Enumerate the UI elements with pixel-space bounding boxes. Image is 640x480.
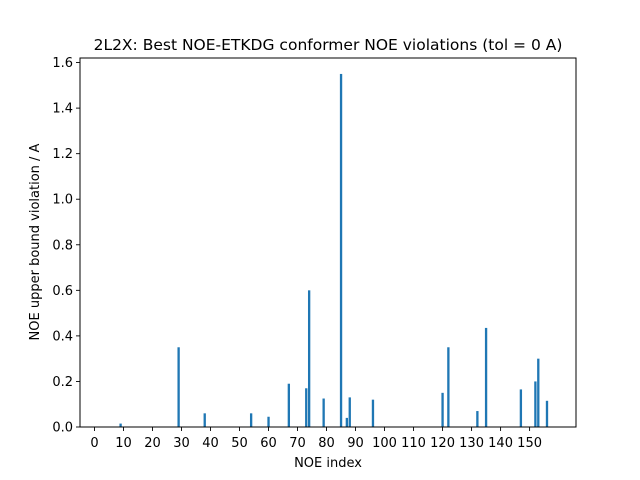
bar-noe-67 xyxy=(287,383,291,427)
x-tick-label: 130 xyxy=(459,436,484,451)
x-tick-label: 30 xyxy=(173,436,190,451)
bar-noe-87 xyxy=(345,417,349,427)
x-tick-label: 150 xyxy=(517,436,542,451)
y-tick-label: 1.4 xyxy=(52,102,73,117)
bar-noe-132 xyxy=(476,411,479,427)
bar-noe-152 xyxy=(534,381,537,427)
x-tick-label: 140 xyxy=(488,436,513,451)
bar-noe-88 xyxy=(348,397,351,427)
bar-noe-120 xyxy=(441,392,444,427)
bar-noe-29 xyxy=(177,347,180,427)
bar-noe-85 xyxy=(339,73,343,427)
y-tick-label: 1.0 xyxy=(52,193,73,208)
y-tick-label: 0.6 xyxy=(52,284,73,299)
y-axis-label: NOE upper bound violation / A xyxy=(28,143,43,340)
x-tick-label: 40 xyxy=(202,436,219,451)
x-tick-label: 0 xyxy=(90,436,98,451)
x-tick-label: 110 xyxy=(401,436,426,451)
x-tick-label: 100 xyxy=(372,436,397,451)
x-tick-label: 20 xyxy=(144,436,161,451)
bar-noe-79 xyxy=(322,398,325,427)
x-tick-label: 80 xyxy=(318,436,335,451)
bar-noe-135 xyxy=(484,327,488,427)
y-tick-label: 0.4 xyxy=(52,329,73,344)
bar-noe-9 xyxy=(119,423,122,427)
x-tick-label: 10 xyxy=(115,436,132,451)
x-axis-ticks: 0 10 20 30 40 50 60 70 80 90 100 110 120 130 140 150 xyxy=(90,427,542,451)
bar-noe-74 xyxy=(307,290,311,427)
y-tick-label: 0.8 xyxy=(52,238,73,253)
bar-noe-73 xyxy=(305,388,308,427)
chart-title: 2L2X: Best NOE-ETKDG conformer NOE viola… xyxy=(94,36,563,54)
bars-group xyxy=(119,73,549,427)
bar-noe-54 xyxy=(249,413,253,427)
bar-noe-153 xyxy=(537,358,540,427)
x-tick-label: 50 xyxy=(231,436,248,451)
y-axis-ticks: 0.0 0.2 0.4 0.6 0.8 1.0 1.2 1.4 1.6 xyxy=(52,56,80,436)
bar-noe-122 xyxy=(447,347,450,427)
bar-noe-147 xyxy=(519,389,523,427)
x-tick-label: 120 xyxy=(430,436,455,451)
bar-noe-96 xyxy=(371,399,375,427)
x-tick-label: 60 xyxy=(260,436,277,451)
bar-noe-156 xyxy=(545,400,549,427)
bar-noe-60 xyxy=(267,416,270,427)
bar-noe-38 xyxy=(203,413,206,427)
y-tick-label: 1.2 xyxy=(52,147,73,162)
y-tick-label: 0.2 xyxy=(52,375,73,390)
x-tick-label: 90 xyxy=(347,436,364,451)
y-tick-label: 0.0 xyxy=(52,421,73,436)
x-tick-label: 70 xyxy=(289,436,306,451)
plot-area-frame xyxy=(79,57,577,428)
x-axis-label: NOE index xyxy=(294,456,362,471)
y-tick-label: 1.6 xyxy=(52,56,73,71)
